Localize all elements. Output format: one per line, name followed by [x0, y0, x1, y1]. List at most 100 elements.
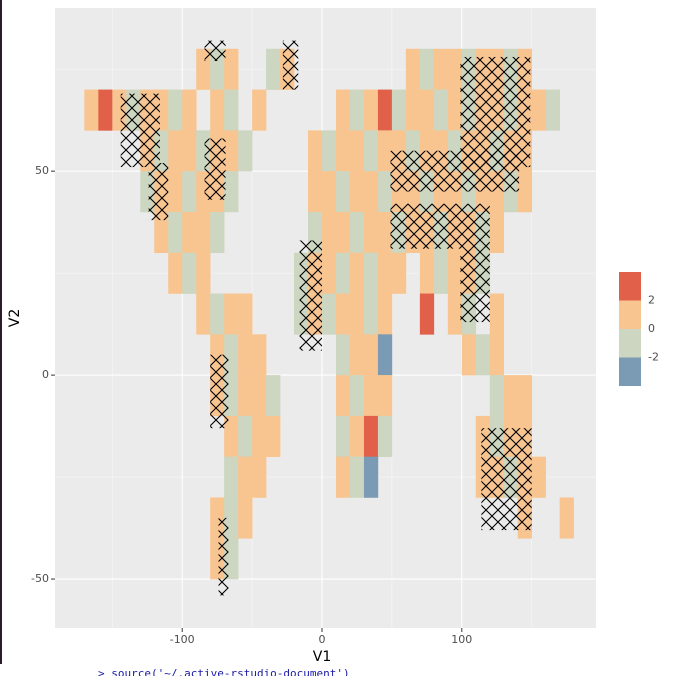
y-tick-label: 50	[35, 164, 49, 177]
tile	[349, 293, 365, 335]
tile	[517, 375, 532, 417]
x-tick-label: 0	[319, 633, 326, 646]
tile	[154, 211, 169, 254]
hatched-region	[120, 93, 160, 168]
tile	[322, 171, 337, 213]
hatched-region	[204, 138, 226, 200]
tile	[349, 415, 365, 457]
tile	[363, 456, 379, 498]
hatched-region	[390, 150, 520, 192]
tile	[349, 89, 365, 131]
tile	[349, 252, 365, 294]
tile	[405, 89, 421, 131]
tile	[168, 252, 183, 294]
tile	[475, 334, 491, 376]
hatch-layer	[120, 40, 532, 596]
tile	[335, 456, 351, 498]
tile	[210, 211, 225, 254]
tile	[377, 415, 393, 457]
tile	[489, 293, 505, 335]
tile	[335, 293, 351, 335]
hatched-region	[148, 163, 169, 221]
tile	[335, 211, 351, 254]
tile	[308, 130, 323, 172]
tile	[531, 456, 546, 498]
tile	[224, 171, 239, 213]
tile	[377, 130, 393, 172]
tile	[391, 89, 407, 131]
tile	[266, 375, 281, 417]
tile	[363, 293, 379, 335]
tile	[335, 415, 351, 457]
tile	[419, 89, 435, 131]
tile	[517, 171, 532, 213]
tile	[377, 89, 393, 131]
tile	[335, 89, 351, 131]
tile	[196, 252, 211, 294]
tile	[322, 252, 337, 294]
legend: 2 0 -2	[619, 272, 659, 386]
tile	[238, 293, 253, 335]
legend-swatch	[619, 357, 641, 386]
legend-swatch	[619, 300, 641, 329]
tile	[363, 252, 379, 294]
tile	[238, 375, 253, 417]
hatched-region	[390, 203, 490, 249]
tile	[433, 252, 449, 294]
tile	[252, 334, 267, 376]
tile	[252, 375, 267, 417]
tile	[559, 497, 574, 539]
tile	[377, 293, 393, 335]
tile	[489, 334, 505, 376]
tile	[503, 375, 519, 417]
tile	[322, 130, 337, 172]
tile	[224, 89, 239, 131]
tile	[182, 89, 197, 131]
tile	[210, 89, 225, 131]
tile	[335, 334, 351, 376]
tile	[252, 89, 267, 131]
hatched-region	[282, 40, 299, 90]
tile	[489, 375, 505, 417]
tile	[349, 211, 365, 254]
tile	[447, 89, 463, 131]
x-tick-label: 100	[451, 633, 472, 646]
hatched-region	[204, 40, 226, 62]
tile	[433, 89, 449, 131]
tile	[168, 130, 183, 172]
tile	[419, 293, 435, 335]
tile	[419, 48, 435, 90]
tile	[335, 375, 351, 417]
tile	[349, 171, 365, 213]
hatched-region	[299, 240, 323, 351]
hatched-region	[460, 248, 490, 323]
x-tick-label: -100	[170, 633, 195, 646]
legend-label: 2	[648, 294, 655, 307]
tile	[252, 415, 267, 457]
legend-label: -2	[648, 351, 659, 364]
tile	[266, 415, 281, 457]
tile	[168, 171, 183, 213]
tile	[224, 293, 239, 335]
tile	[363, 334, 379, 376]
tile	[224, 130, 239, 172]
tile	[238, 456, 253, 498]
tile	[196, 211, 211, 254]
tile	[349, 375, 365, 417]
tile	[349, 456, 365, 498]
y-axis-title: V2	[7, 309, 23, 327]
axes: -100 0 100 -50 0 50	[31, 164, 472, 646]
tile	[182, 252, 197, 294]
hatched-region	[460, 56, 531, 168]
tile	[224, 48, 239, 90]
x-axis-title: V1	[313, 649, 331, 664]
console-line: > source('~/.active-rstudio-document')	[98, 667, 350, 676]
hatched-region	[218, 517, 229, 596]
y-tick-label: -50	[31, 572, 49, 585]
tile	[447, 252, 463, 294]
tile	[349, 130, 365, 172]
tile	[461, 334, 477, 376]
tile	[363, 130, 379, 172]
tile	[182, 171, 197, 213]
